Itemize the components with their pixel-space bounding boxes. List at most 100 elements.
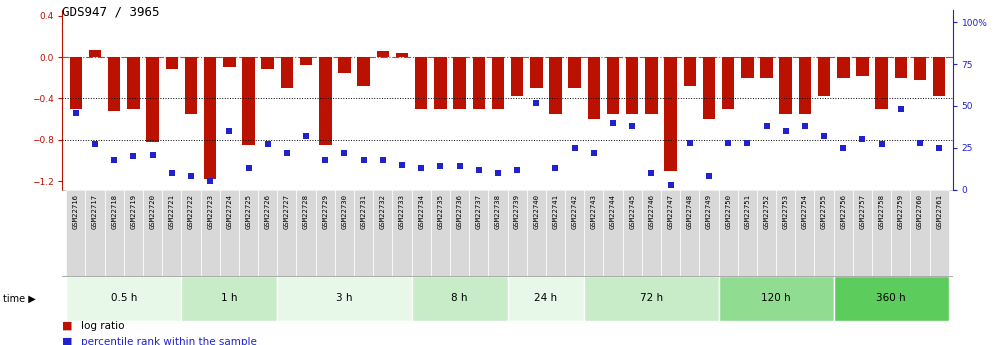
Bar xyxy=(760,57,772,78)
Text: GSM22755: GSM22755 xyxy=(821,194,827,229)
Bar xyxy=(641,190,661,276)
Bar xyxy=(108,57,121,111)
Point xyxy=(222,128,238,134)
Point xyxy=(336,150,352,156)
Bar xyxy=(929,190,949,276)
Text: 360 h: 360 h xyxy=(876,294,906,303)
Bar xyxy=(584,190,603,276)
Bar xyxy=(837,57,850,78)
Bar xyxy=(719,276,834,321)
Text: GDS947 / 3965: GDS947 / 3965 xyxy=(62,5,160,18)
Point xyxy=(586,150,602,156)
Bar xyxy=(491,57,505,109)
Text: GSM22752: GSM22752 xyxy=(763,194,769,229)
Bar xyxy=(549,57,562,114)
Point xyxy=(701,174,717,179)
Text: GSM22726: GSM22726 xyxy=(265,194,271,229)
Point xyxy=(106,157,122,162)
Bar xyxy=(434,57,447,109)
Text: 8 h: 8 h xyxy=(451,294,468,303)
Text: GSM22716: GSM22716 xyxy=(73,194,79,229)
Point xyxy=(241,165,257,171)
Text: GSM22719: GSM22719 xyxy=(131,194,136,229)
Bar xyxy=(834,276,949,321)
Text: GSM22737: GSM22737 xyxy=(475,194,481,229)
Bar xyxy=(661,190,680,276)
Bar xyxy=(354,190,374,276)
Bar xyxy=(626,57,638,114)
Bar xyxy=(431,190,450,276)
Bar xyxy=(200,190,220,276)
Point xyxy=(451,164,467,169)
Text: 0.5 h: 0.5 h xyxy=(111,294,137,303)
Bar xyxy=(69,57,83,109)
Bar xyxy=(665,57,677,171)
Text: GSM22745: GSM22745 xyxy=(629,194,635,229)
Bar xyxy=(891,190,910,276)
Bar xyxy=(741,57,753,78)
Text: 1 h: 1 h xyxy=(222,294,238,303)
Bar xyxy=(224,57,236,67)
Bar xyxy=(700,190,719,276)
Text: GSM22735: GSM22735 xyxy=(437,194,443,229)
Bar xyxy=(684,57,696,86)
Bar xyxy=(143,190,162,276)
Point xyxy=(624,123,640,129)
Bar xyxy=(220,190,239,276)
Text: GSM22722: GSM22722 xyxy=(188,194,194,229)
Text: GSM22744: GSM22744 xyxy=(610,194,616,229)
Bar xyxy=(281,57,293,88)
Point xyxy=(279,150,295,156)
Text: 120 h: 120 h xyxy=(761,294,790,303)
Text: GSM22758: GSM22758 xyxy=(879,194,884,229)
Bar xyxy=(393,190,412,276)
Point xyxy=(893,107,909,112)
Bar xyxy=(105,190,124,276)
Bar xyxy=(396,53,408,57)
Bar xyxy=(300,57,312,65)
Bar xyxy=(622,190,641,276)
Point xyxy=(145,152,161,157)
Point xyxy=(643,170,660,176)
Text: GSM22729: GSM22729 xyxy=(322,194,328,229)
Bar xyxy=(584,276,719,321)
Bar xyxy=(66,190,86,276)
Bar xyxy=(453,57,466,109)
Point xyxy=(854,137,870,142)
Point xyxy=(931,145,948,151)
Point xyxy=(835,145,851,151)
Bar xyxy=(815,190,834,276)
Point xyxy=(816,133,832,139)
Text: 3 h: 3 h xyxy=(336,294,352,303)
Point xyxy=(125,154,141,159)
Bar xyxy=(853,190,872,276)
Bar xyxy=(86,190,105,276)
Bar xyxy=(910,190,929,276)
Bar xyxy=(204,57,217,179)
Bar xyxy=(338,57,350,72)
Point xyxy=(567,145,583,151)
Point xyxy=(298,133,314,139)
Bar xyxy=(412,276,508,321)
Bar xyxy=(875,57,888,109)
Bar xyxy=(894,57,907,78)
Text: GSM22743: GSM22743 xyxy=(591,194,597,229)
Bar xyxy=(243,57,255,145)
Bar xyxy=(703,57,715,119)
Bar xyxy=(124,190,143,276)
Text: GSM22748: GSM22748 xyxy=(687,194,693,229)
Bar xyxy=(776,190,796,276)
Bar xyxy=(472,57,485,109)
Bar xyxy=(127,57,140,109)
Text: 72 h: 72 h xyxy=(639,294,663,303)
Text: GSM22718: GSM22718 xyxy=(111,194,117,229)
Point xyxy=(394,162,410,167)
Text: GSM22725: GSM22725 xyxy=(246,194,252,229)
Text: GSM22732: GSM22732 xyxy=(380,194,386,229)
Point xyxy=(470,167,486,172)
Point xyxy=(510,167,526,172)
Bar xyxy=(508,190,527,276)
Bar xyxy=(258,190,277,276)
Bar xyxy=(738,190,757,276)
Text: 24 h: 24 h xyxy=(535,294,558,303)
